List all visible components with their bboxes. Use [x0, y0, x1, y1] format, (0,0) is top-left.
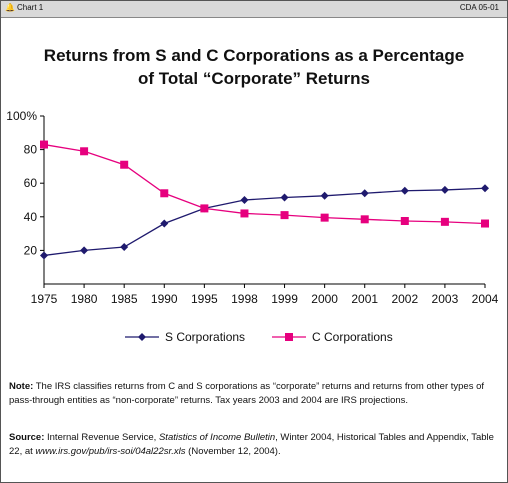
s-corporations-point: [40, 251, 48, 260]
note-label: Note:: [9, 381, 34, 392]
s-corporations-point: [160, 219, 169, 228]
bell-icon: 🔔: [5, 3, 15, 12]
s-corporations-point: [400, 186, 409, 195]
c-corporations-point: [360, 215, 369, 224]
s-corporations-point: [320, 191, 329, 200]
x-tick-label: 2004: [472, 292, 499, 306]
s-corporations-point: [481, 184, 489, 193]
s-corporations-point: [280, 193, 289, 202]
s-corporations-point: [440, 185, 449, 194]
x-tick-label: 1975: [31, 292, 58, 306]
legend-label-c-corporations: C Corporations: [312, 330, 393, 344]
x-tick-label: 2002: [391, 292, 418, 306]
note-body: The IRS classifies returns from C and S …: [9, 381, 485, 406]
source-publication: Statistics of Income Bulletin: [158, 432, 276, 443]
source-label: Source:: [9, 432, 45, 443]
x-tick-label: 2003: [432, 292, 459, 306]
y-tick-label: 40: [24, 210, 38, 224]
x-tick-label: 2000: [311, 292, 338, 306]
c-corporations-point: [80, 147, 89, 156]
s-corporations-point: [360, 189, 369, 198]
c-corporations-point: [280, 211, 289, 220]
x-tick-label: 1985: [111, 292, 138, 306]
x-tick-label: 1999: [271, 292, 298, 306]
y-tick-label: 20: [24, 243, 38, 257]
c-corporations-line: [43, 143, 486, 225]
chart-title-line-2: of Total “Corporate” Returns: [137, 69, 371, 88]
c-corporations-point: [320, 213, 329, 222]
legend-marker-s-corporations: [138, 333, 146, 341]
legend-label-s-corporations: S Corporations: [165, 330, 245, 344]
x-tick-label: 2001: [351, 292, 378, 306]
s-corporations-point: [240, 196, 249, 204]
source-body-c: (November 12, 2004).: [185, 446, 281, 457]
s-corporations-line: [43, 187, 486, 257]
s-corporations-point: [80, 246, 89, 255]
chart-title: Returns from S and C Corporations as a P…: [0, 44, 508, 90]
chart-header-bar: 🔔 Chart 1 CDA 05-01: [1, 1, 507, 18]
c-corporations-point: [240, 209, 249, 218]
source-url[interactable]: www.irs.gov/pub/irs-soi/04al22sr.xls: [35, 446, 186, 457]
source-body-b: , Winter 2004, Historical Tables and App…: [9, 432, 494, 457]
c-corporations-point: [440, 217, 449, 226]
document-id: CDA 05-01: [459, 3, 499, 12]
note-text: Note: The IRS classifies returns from C …: [9, 380, 499, 408]
c-corporations-point: [40, 140, 48, 149]
x-tick-label: 1980: [71, 292, 98, 306]
c-corporations-point: [120, 160, 129, 169]
x-tick-label: 1990: [151, 292, 178, 306]
x-tick-label: 1998: [231, 292, 258, 306]
source-text: Source: Internal Revenue Service, Statis…: [9, 431, 499, 459]
y-tick-label: 60: [24, 176, 38, 190]
c-corporations-point: [200, 204, 209, 213]
x-tick-label: 1995: [191, 292, 218, 306]
source-body-a: Internal Revenue Service,: [44, 432, 159, 443]
y-tick-label: 100%: [6, 109, 37, 123]
y-tick-label: 80: [24, 143, 38, 157]
c-corporations-point: [481, 219, 489, 228]
c-corporations-point: [160, 189, 169, 198]
chart-title-line-1: Returns from S and C Corporations as a P…: [43, 46, 465, 65]
chart-number-label: Chart 1: [17, 3, 44, 12]
s-corporations-point: [120, 243, 129, 252]
legend-marker-c-corporations: [285, 333, 293, 341]
c-corporations-point: [400, 217, 409, 225]
